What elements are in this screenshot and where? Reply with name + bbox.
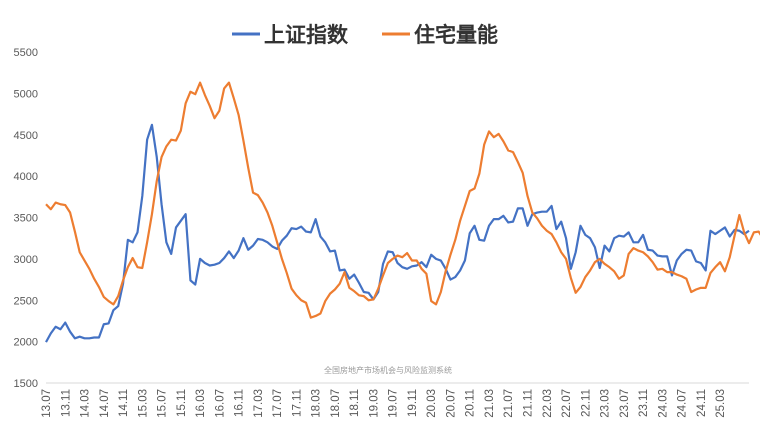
x-tick-label: 13.11	[60, 389, 72, 417]
x-tick-label: 13.07	[41, 389, 53, 418]
y-tick-label: 1500	[14, 378, 38, 390]
y-tick-label: 4000	[14, 171, 38, 183]
x-tick-label: 19.03	[368, 389, 380, 418]
x-tick-label: 16.07	[214, 389, 226, 418]
watermark-text: 全国房地产市场机会与风险监测系统	[324, 365, 452, 375]
series-lines	[45, 81, 760, 343]
x-tick-label: 23.11	[638, 389, 650, 417]
x-tick-label: 20.11	[465, 389, 477, 417]
x-tick-label: 22.03	[542, 389, 554, 418]
y-tick-label: 2000	[14, 337, 38, 349]
legend-label-housing-volume: 住宅量能	[414, 23, 498, 47]
x-tick-label: 15.07	[157, 389, 169, 418]
x-tick-label: 20.03	[426, 389, 438, 418]
x-tick-label: 21.07	[503, 389, 515, 418]
y-tick-label: 3000	[14, 254, 38, 266]
legend-label-shanghai-index: 上证指数	[264, 23, 349, 47]
y-tick-label: 5500	[14, 47, 38, 59]
series-line-housing-volume	[45, 81, 760, 319]
y-tick-label: 3500	[14, 213, 38, 225]
x-tick-label: 14.07	[99, 389, 111, 418]
x-tick-label: 21.03	[484, 389, 496, 418]
x-tick-label: 15.11	[176, 389, 188, 417]
x-tick-label: 16.03	[195, 389, 207, 418]
x-tick-label: 25.03	[715, 389, 727, 418]
series-line-shanghai-index	[45, 123, 750, 343]
x-tick-label: 19.07	[388, 389, 400, 418]
x-tick-label: 14.11	[118, 389, 130, 417]
x-tick-label: 24.07	[677, 389, 689, 418]
x-tick-label: 18.07	[330, 389, 342, 418]
x-tick-label: 18.03	[311, 389, 323, 418]
x-tick-label: 21.11	[523, 389, 535, 417]
x-tick-label: 24.03	[657, 389, 669, 418]
y-tick-label: 2500	[14, 295, 38, 307]
x-tick-label: 20.07	[445, 389, 457, 418]
x-tick-label: 18.11	[349, 389, 361, 417]
x-tick-label: 22.07	[561, 389, 573, 418]
y-tick-label: 4500	[14, 130, 38, 142]
x-tick-label: 23.07	[619, 389, 631, 418]
y-tick-label: 5000	[14, 88, 38, 100]
x-tick-label: 23.03	[600, 389, 612, 418]
x-axis-ticks: 13.07 13.11 14.03 14.07 14.11 15.03 15.07 15.11…	[41, 389, 727, 418]
x-tick-label: 19.11	[407, 389, 419, 417]
x-tick-label: 17.07	[272, 389, 284, 418]
x-tick-label: 15.03	[137, 389, 149, 418]
x-tick-label: 16.11	[234, 389, 246, 417]
x-tick-label: 17.11	[291, 389, 303, 417]
x-tick-label: 24.11	[696, 389, 708, 417]
legend: 上证指数 住宅量能	[232, 23, 498, 47]
x-tick-label: 17.03	[253, 389, 265, 418]
x-tick-label: 22.11	[580, 389, 592, 417]
x-tick-label: 14.03	[80, 389, 92, 418]
y-axis-ticks: 1500 2000 2500 3000 3500 4000 4500 5000 5500	[14, 47, 38, 390]
